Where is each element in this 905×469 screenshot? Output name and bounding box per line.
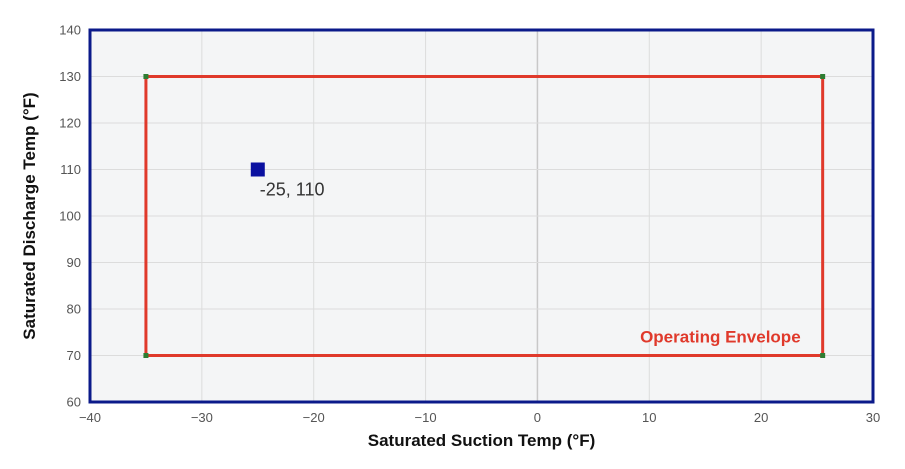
data-point[interactable] [250,162,265,177]
y-tick-label: 130 [59,69,81,84]
operating-envelope: Operating Envelope [143,74,826,358]
y-tick-label: 120 [59,116,81,131]
y-tick-label: 70 [67,348,81,363]
data-point-group: -25, 110 [250,162,325,200]
data-point-label: -25, 110 [260,180,325,200]
y-tick-label: 110 [60,162,81,177]
x-tick-label: 10 [642,410,656,425]
envelope-label: Operating Envelope [640,328,801,347]
y-tick-label: 90 [67,255,81,270]
x-axis-title: Saturated Suction Temp (°F) [368,431,596,450]
envelope-vertex [143,353,149,358]
envelope-vertex [820,74,826,79]
x-tick-label: −40 [79,410,101,425]
x-tick-label: −20 [303,410,325,425]
envelope-vertex [820,353,826,358]
y-tick-label: 100 [59,209,81,224]
plot-border [88,28,875,404]
x-tick-label: 20 [754,410,768,425]
y-tick-label: 80 [67,302,81,317]
y-tick-label: 140 [59,23,81,38]
y-axis-title: Saturated Discharge Temp (°F) [20,92,39,339]
y-tick-label: 60 [67,395,81,410]
envelope-vertex [143,74,149,79]
x-axis-ticks: −40 −30 −20 −10 0 10 20 30 [79,410,880,425]
x-tick-label: −30 [191,410,213,425]
x-tick-label: 30 [866,410,880,425]
x-tick-label: −10 [415,410,437,425]
x-tick-label: 0 [534,410,541,425]
y-axis-ticks: 60 70 80 90 100 110 120 130 140 [59,23,81,410]
